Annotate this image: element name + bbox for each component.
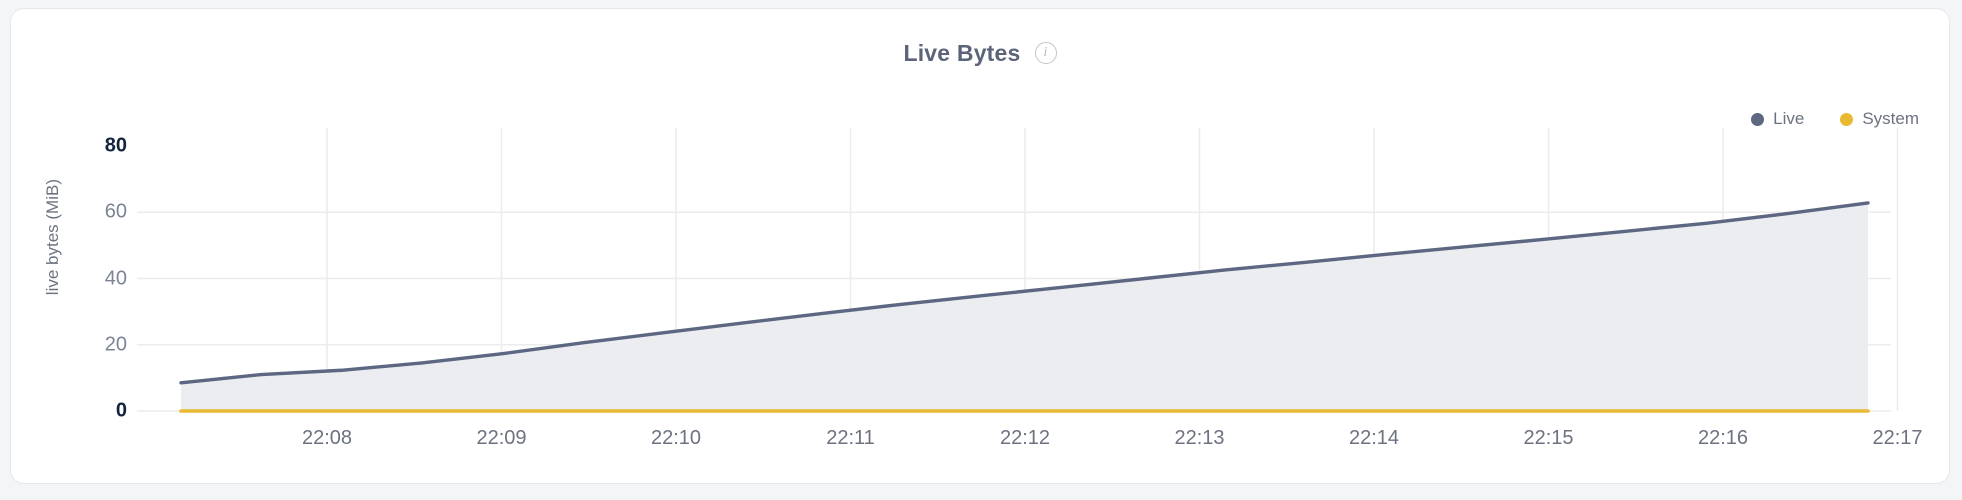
x-tick-label: 22:12 <box>999 427 1051 449</box>
x-tick-label: 22:17 <box>1872 427 1923 449</box>
legend-label-system: System <box>1862 109 1919 128</box>
y-tick-label: 80 <box>104 134 127 157</box>
chart-canvas <box>137 128 1899 413</box>
x-tick-label: 22:09 <box>476 427 527 449</box>
x-tick-label: 22:11 <box>826 427 875 449</box>
x-tick-label: 22:10 <box>650 427 702 449</box>
x-tick-label: 22:14 <box>1348 427 1400 449</box>
y-tick-label: 60 <box>104 200 127 223</box>
y-tick-label: 40 <box>104 267 127 289</box>
legend-swatch-live <box>1751 112 1765 126</box>
y-tick-label: 0 <box>115 399 127 422</box>
info-circle-icon[interactable]: i <box>1034 42 1057 64</box>
x-tick-label: 22:16 <box>1697 427 1749 449</box>
chart-legend: Live System <box>1751 109 1919 129</box>
legend-item-live[interactable]: Live <box>1751 109 1804 129</box>
y-axis-ticks: 0 20 40 60 80 <box>71 9 127 485</box>
y-tick-label: 20 <box>104 333 127 356</box>
live-bytes-chart-card: Live Bytes i Live System live bytes (MiB… <box>10 8 1950 484</box>
legend-item-system[interactable]: System <box>1840 109 1919 129</box>
chart-title-text: Live Bytes <box>903 40 1021 66</box>
x-tick-label: 22:13 <box>1174 427 1225 449</box>
x-tick-label: 22:08 <box>301 427 353 449</box>
legend-label-live: Live <box>1773 109 1805 128</box>
page-title: Live Bytes i <box>11 39 1949 67</box>
x-tick-label: 22:15 <box>1523 427 1574 449</box>
legend-swatch-system <box>1840 112 1854 126</box>
plot-area: live bytes (MiB) 0 20 40 60 80 22:08 22:09 22:… <box>11 9 1951 485</box>
